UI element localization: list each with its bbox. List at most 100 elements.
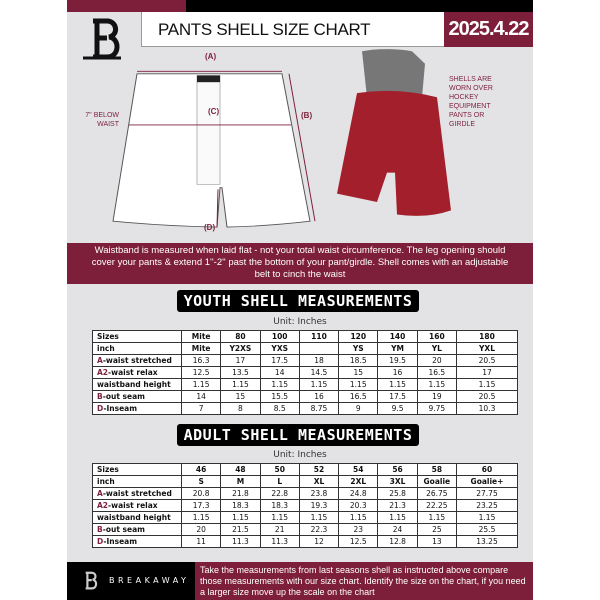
table-cell: 20.5: [456, 354, 518, 367]
table-cell: 140: [377, 330, 418, 343]
measure-key: B: [97, 525, 103, 534]
table-cell: 110: [298, 330, 340, 343]
row-label: inch: [92, 342, 182, 355]
table-cell: 46: [180, 463, 222, 476]
footer-note: Take the measurements from last seasons …: [195, 562, 533, 600]
table-cell: 21: [259, 523, 300, 536]
measure-label: Sizes: [97, 332, 119, 341]
table-cell: 18: [298, 354, 340, 367]
table-cell: 14: [259, 366, 300, 379]
row-label: waistband height: [92, 511, 182, 524]
table-cell: 17.5: [259, 354, 300, 367]
label-c: (C): [208, 107, 220, 116]
measure-key: A2: [97, 368, 109, 377]
table-cell: M: [220, 475, 261, 488]
table-cell: 8.5: [259, 402, 300, 415]
table-cell: YM: [377, 342, 418, 355]
top-accent-bar: [67, 0, 186, 12]
table-cell: 13.25: [456, 535, 518, 548]
table-row: inch S M L XL 2XL 3XL Goalie Goalie+: [92, 475, 518, 488]
row-label: A2-waist relax: [92, 499, 182, 512]
table-cell: Goalie: [416, 475, 458, 488]
table-cell: 1.15: [416, 378, 458, 391]
table-cell: 17.3: [180, 499, 222, 512]
table-cell: 120: [338, 330, 379, 343]
measure-key: A2: [97, 501, 109, 510]
table-cell: 19.5: [377, 354, 418, 367]
measure-label: -waist stretched: [102, 356, 172, 365]
breakaway-logo: [83, 18, 121, 60]
table-row: waistband height 1.15 1.15 1.15 1.15 1.15 1.15…: [92, 378, 518, 391]
table-row: A2-waist relax 12.5 13.5 14 14.5 15 16 16.5 17: [92, 366, 518, 379]
table-cell: 18.5: [338, 354, 379, 367]
table-cell: 20.3: [338, 499, 379, 512]
table-cell: 52: [298, 463, 340, 476]
table-cell: 1.15: [180, 511, 222, 524]
table-cell: 1.15: [338, 511, 379, 524]
table-cell: 22.8: [259, 487, 300, 500]
table-cell: 16.5: [338, 390, 379, 403]
row-label: B-out seam: [92, 523, 182, 536]
table-cell: 23: [338, 523, 379, 536]
youth-heading: YOUTH SHELL MEASUREMENTS: [177, 290, 419, 312]
table-cell: 20: [180, 523, 222, 536]
table-cell: 8: [220, 402, 261, 415]
pants-diagram: (A) (C) (B) (D) 7'' BELOW WAIST SHELLS A…: [67, 47, 533, 243]
table-cell: 2XL: [338, 475, 379, 488]
table-cell: 23.8: [298, 487, 340, 500]
table-cell: 1.15: [338, 378, 379, 391]
table-cell: 20: [416, 354, 458, 367]
footer-brand-panel: [67, 562, 195, 600]
table-cell: 1.15: [456, 511, 518, 524]
table-cell: 80: [220, 330, 261, 343]
table-row: Sizes Mite 80 100 110 120 140 160 180: [92, 330, 518, 343]
table-cell: 9.5: [377, 402, 418, 415]
footer-brand-name: BREAKAWAY: [109, 576, 190, 585]
table-cell: 12: [298, 535, 340, 548]
table-cell: 25: [416, 523, 458, 536]
measure-label: waistband height: [97, 513, 171, 522]
table-cell: Goalie+: [456, 475, 518, 488]
measure-key: A: [97, 489, 103, 498]
table-cell: 54: [338, 463, 379, 476]
table-row: B-out seam 14 15 15.5 16 16.5 17.5 19 20.5: [92, 390, 518, 403]
table-cell: 16: [377, 366, 418, 379]
measure-key: A: [97, 356, 103, 365]
table-cell: 16: [298, 390, 340, 403]
row-label: D-Inseam: [92, 535, 182, 548]
table-cell: 12.5: [338, 535, 379, 548]
table-cell: 9.75: [416, 402, 458, 415]
table-cell: 60: [456, 463, 518, 476]
table-cell: 1.15: [377, 511, 418, 524]
date-badge: 2025.4.22: [444, 12, 533, 47]
table-cell: YL: [416, 342, 458, 355]
table-cell: 1.15: [456, 378, 518, 391]
table-cell: 21.3: [377, 499, 418, 512]
adult-heading: ADULT SHELL MEASUREMENTS: [177, 424, 419, 446]
page-title: PANTS SHELL SIZE CHART: [141, 12, 444, 47]
table-row: D-Inseam 11 11.3 11.3 12 12.5 12.8 13 13.25: [92, 535, 518, 548]
measure-label: -waist relax: [108, 501, 158, 510]
measure-label: Sizes: [97, 465, 119, 474]
measure-label: -waist relax: [108, 368, 158, 377]
table-cell: 16.5: [416, 366, 458, 379]
youth-unit: Unit: Inches: [273, 317, 327, 327]
adult-unit: Unit: Inches: [273, 450, 327, 460]
measurement-note-banner: Waistband is measured when laid flat - n…: [67, 243, 533, 284]
table-cell: 1.15: [259, 511, 300, 524]
table-cell: 56: [377, 463, 418, 476]
table-cell: 13: [416, 535, 458, 548]
table-cell: 11.3: [220, 535, 261, 548]
table-cell: 20.8: [180, 487, 222, 500]
table-cell: YXS: [259, 342, 300, 355]
table-cell: Mite: [180, 330, 222, 343]
table-cell: 1.15: [220, 378, 261, 391]
table-cell: 24: [377, 523, 418, 536]
table-cell: L: [259, 475, 300, 488]
table-cell: 1.15: [180, 378, 222, 391]
table-cell: 10.3: [456, 402, 518, 415]
table-cell: 16.3: [180, 354, 222, 367]
table-cell: 15: [220, 390, 261, 403]
table-cell: 17: [456, 366, 518, 379]
table-cell: 1.15: [377, 378, 418, 391]
